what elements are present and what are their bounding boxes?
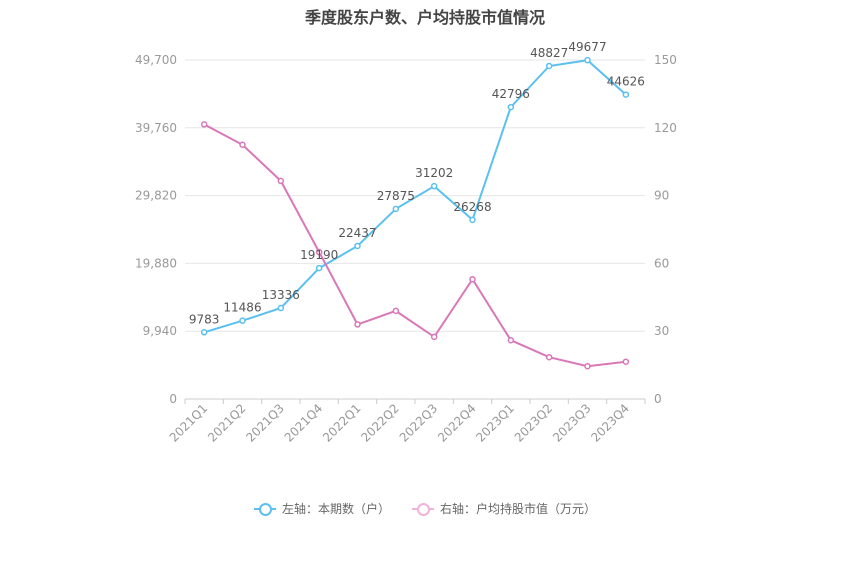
x-tick-label: 2022Q1	[320, 401, 364, 445]
left-tick-label: 9,940	[143, 324, 177, 338]
x-tick-label: 2022Q4	[435, 401, 479, 445]
x-tick-label: 2021Q4	[282, 401, 326, 445]
data-label: 48827	[530, 46, 568, 60]
right-tick-label: 0	[654, 392, 662, 406]
data-label: 19190	[300, 248, 338, 262]
left-tick-label: 0	[169, 392, 177, 406]
data-point	[277, 177, 285, 185]
data-point	[392, 205, 400, 213]
data-label: 42796	[492, 87, 530, 101]
data-point	[507, 103, 515, 111]
data-label: 9783	[189, 312, 220, 326]
left-tick-label: 49,700	[135, 53, 177, 67]
x-tick-label: 2022Q2	[358, 401, 402, 445]
grid-lines	[185, 59, 645, 332]
legend-label-right-series: 右轴：户均持股市值（万元）	[440, 502, 597, 516]
data-point	[545, 353, 553, 361]
legend-label-left-series: 左轴：本期数（户）	[281, 502, 390, 516]
x-tick-label: 2022Q3	[397, 401, 441, 445]
data-point	[622, 358, 630, 365]
x-tick-label: 2023Q3	[550, 401, 594, 445]
left-axis-ticks: 0 9,940 19,880 29,820 39,760 49,700	[135, 53, 177, 406]
data-point	[545, 62, 553, 70]
data-label: 49677	[568, 40, 606, 54]
x-tick-label: 2021Q2	[205, 401, 249, 445]
legend-marker-icon	[253, 502, 276, 516]
data-label: 31202	[415, 166, 453, 180]
x-tick-label: 2021Q3	[243, 401, 287, 445]
series-line-right	[203, 123, 626, 368]
right-tick-label: 90	[654, 189, 669, 203]
data-point	[239, 141, 246, 148]
data-point	[354, 321, 361, 328]
data-label: 26268	[453, 200, 491, 214]
data-point	[315, 248, 323, 256]
data-point	[354, 242, 361, 250]
data-point	[469, 216, 476, 224]
data-point	[622, 91, 630, 98]
data-point	[200, 329, 208, 336]
data-point	[507, 336, 515, 344]
data-label: 44626	[607, 75, 645, 89]
legend-item-left-series[interactable]: 左轴：本期数（户）	[253, 500, 390, 517]
data-point	[277, 304, 285, 312]
data-point	[315, 264, 323, 272]
right-tick-label: 150	[654, 53, 677, 67]
series-points	[200, 56, 630, 370]
data-label: 27875	[377, 189, 415, 203]
data-label: 11486	[223, 301, 261, 315]
data-point	[584, 56, 591, 64]
left-tick-label: 29,820	[135, 189, 177, 203]
data-point	[584, 362, 591, 370]
data-point	[430, 182, 438, 190]
legend-marker-icon	[412, 502, 434, 516]
right-tick-label: 60	[654, 256, 669, 270]
legend-item-right-series[interactable]: 右轴：户均持股市值（万元）	[412, 500, 596, 517]
data-point	[200, 121, 208, 128]
x-tick-label: 2023Q4	[588, 401, 632, 445]
data-label: 22437	[338, 226, 376, 240]
series-line-left	[203, 59, 627, 334]
left-tick-label: 39,760	[135, 121, 177, 135]
series-lines	[203, 59, 627, 368]
data-point	[392, 307, 400, 315]
data-point	[239, 317, 246, 324]
data-point	[430, 333, 438, 341]
x-tick-label: 2023Q1	[473, 401, 517, 445]
legend: 左轴：本期数（户） 右轴：户均持股市值（万元）	[0, 500, 850, 517]
left-tick-label: 19,880	[135, 256, 177, 270]
x-tick-label: 2021Q1	[167, 401, 211, 445]
right-axis-ticks: 0 30 60 90 120 150	[654, 53, 677, 406]
data-point	[469, 275, 476, 283]
chart-title: 季度股东户数、户均持股市值情况	[304, 8, 545, 27]
right-tick-label: 120	[654, 121, 677, 135]
x-axis: 2021Q12021Q22021Q32021Q42022Q12022Q22022…	[167, 398, 646, 445]
x-tick-label: 2023Q2	[512, 401, 556, 445]
right-tick-label: 30	[654, 324, 669, 338]
data-label: 13336	[262, 288, 300, 302]
